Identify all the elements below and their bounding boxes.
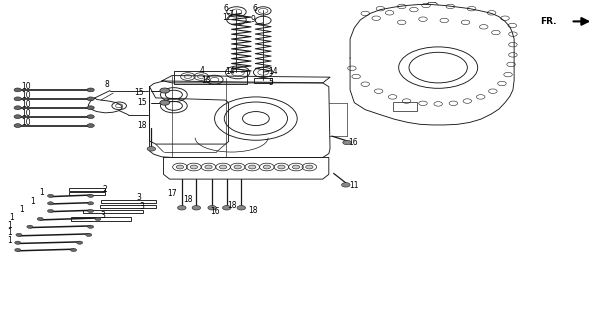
Bar: [101, 200, 156, 203]
Text: 3: 3: [139, 202, 144, 211]
Bar: [100, 204, 157, 208]
Text: 10: 10: [21, 118, 31, 127]
Circle shape: [27, 225, 33, 228]
Text: 14: 14: [268, 67, 278, 76]
Bar: [393, 102, 417, 111]
Text: 1: 1: [7, 221, 12, 230]
Circle shape: [263, 165, 270, 169]
Text: 16: 16: [209, 207, 219, 216]
Circle shape: [237, 205, 245, 210]
Circle shape: [88, 194, 94, 197]
Circle shape: [192, 205, 200, 210]
Circle shape: [37, 217, 43, 220]
Text: 10: 10: [21, 109, 31, 118]
Circle shape: [14, 88, 21, 92]
Circle shape: [177, 205, 186, 210]
Circle shape: [190, 165, 197, 169]
Text: 18: 18: [183, 195, 192, 204]
Text: 3: 3: [100, 211, 105, 220]
Circle shape: [87, 88, 94, 92]
Circle shape: [14, 106, 21, 110]
Text: 1: 1: [30, 197, 35, 206]
Text: 1: 1: [19, 205, 24, 214]
Circle shape: [86, 233, 92, 236]
Text: 10: 10: [21, 91, 31, 100]
Circle shape: [87, 124, 94, 127]
Circle shape: [14, 124, 21, 127]
Circle shape: [48, 202, 54, 205]
Circle shape: [208, 205, 216, 210]
Text: 11: 11: [350, 181, 359, 190]
Circle shape: [248, 165, 256, 169]
Circle shape: [147, 147, 156, 151]
Text: 15: 15: [137, 98, 147, 107]
Bar: [69, 192, 105, 195]
Circle shape: [15, 241, 21, 244]
Text: 1: 1: [40, 188, 44, 197]
Circle shape: [278, 165, 285, 169]
Circle shape: [160, 88, 170, 93]
Circle shape: [48, 209, 54, 212]
Bar: [71, 217, 131, 220]
Circle shape: [87, 115, 94, 119]
Bar: [69, 188, 105, 191]
Circle shape: [88, 202, 94, 205]
Circle shape: [15, 248, 21, 252]
Text: 8: 8: [105, 80, 110, 89]
Circle shape: [14, 97, 21, 101]
Text: 2: 2: [103, 185, 108, 194]
Bar: [174, 71, 247, 84]
Text: 18: 18: [137, 121, 146, 130]
Bar: [254, 78, 272, 83]
Text: FR.: FR.: [540, 17, 557, 26]
Circle shape: [205, 165, 212, 169]
Text: 18: 18: [248, 206, 258, 215]
Text: 17: 17: [167, 189, 177, 198]
Circle shape: [16, 233, 22, 236]
Circle shape: [87, 106, 94, 110]
Circle shape: [306, 165, 313, 169]
Text: 1: 1: [7, 228, 12, 237]
Text: 9: 9: [250, 15, 255, 24]
Text: 10: 10: [21, 82, 31, 91]
Circle shape: [342, 183, 350, 187]
Circle shape: [160, 100, 170, 105]
Text: 13: 13: [201, 76, 211, 85]
Text: 4: 4: [200, 66, 205, 75]
Text: 10: 10: [21, 100, 31, 109]
Text: 1: 1: [9, 213, 14, 222]
Bar: [83, 210, 143, 213]
Circle shape: [87, 97, 94, 101]
Circle shape: [95, 217, 101, 220]
Text: 18: 18: [227, 201, 236, 210]
Circle shape: [234, 165, 241, 169]
Circle shape: [14, 115, 21, 119]
Circle shape: [219, 165, 227, 169]
Circle shape: [48, 194, 54, 197]
Circle shape: [88, 209, 94, 212]
Text: 16: 16: [348, 138, 358, 147]
Text: 6: 6: [252, 4, 257, 13]
Circle shape: [222, 205, 231, 210]
Circle shape: [88, 225, 94, 228]
Text: 12: 12: [222, 13, 231, 22]
Circle shape: [71, 248, 77, 252]
Text: 14: 14: [225, 67, 235, 76]
Circle shape: [343, 140, 351, 145]
Text: 7: 7: [228, 10, 233, 19]
Text: 3: 3: [137, 193, 142, 202]
Text: 15: 15: [135, 88, 144, 97]
Text: 5: 5: [269, 78, 273, 87]
Circle shape: [292, 165, 300, 169]
Circle shape: [176, 165, 183, 169]
Circle shape: [77, 241, 83, 244]
Text: 1: 1: [7, 236, 12, 245]
Text: 6: 6: [223, 4, 228, 13]
